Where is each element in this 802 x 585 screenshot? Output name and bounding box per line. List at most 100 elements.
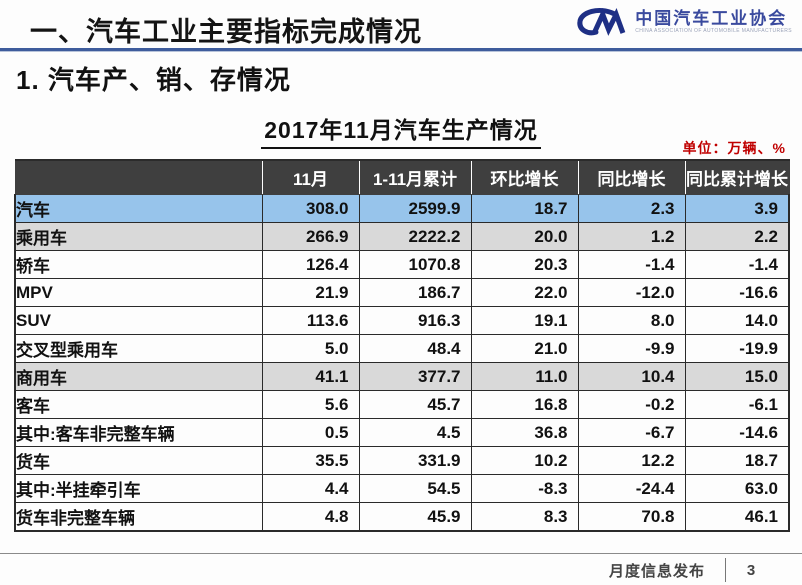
cell-value: 2.3 [577,194,686,223]
section-title: 1. 汽车产、销、存情况 [16,65,291,95]
unit-note: 单位：万辆、% [682,140,786,156]
cell-value: 2222.2 [358,222,472,251]
table-row: 商用车 41.1 377.7 11.0 10.4 15.0 [14,362,790,391]
page-title: 一、汽车工业主要指标完成情况 [30,17,422,47]
cell-value: 14.0 [684,306,790,335]
row-label: 其中:客车非完整车辆 [14,418,263,447]
cell-value: 22.0 [470,278,579,307]
cell-value: 21.9 [261,278,360,307]
cell-value: 41.1 [261,362,360,391]
cell-value: 8.0 [577,306,686,335]
cell-value: -12.0 [577,278,686,307]
column-header: 1-11月累计 [358,159,472,195]
cell-value: 63.0 [684,474,790,503]
row-label: 商用车 [14,362,263,391]
cell-value: 10.4 [577,362,686,391]
cell-value: 113.6 [261,306,360,335]
cell-value: 916.3 [358,306,472,335]
table-title: 2017年11月汽车生产情况 [261,111,541,149]
cell-value: -24.4 [577,474,686,503]
production-table: 11月 1-11月累计 环比增长 同比增长 同比累计增长 汽车 308.0 25… [14,159,790,532]
table-row: 汽车 308.0 2599.9 18.7 2.3 3.9 [14,194,790,223]
row-label: 货车非完整车辆 [14,502,263,532]
cell-value: 12.2 [577,446,686,475]
column-header: 环比增长 [470,159,579,195]
cell-value: 377.7 [358,362,472,391]
caam-logo-mark-icon [577,7,626,36]
row-label: MPV [14,278,263,307]
row-label: 其中:半挂牵引车 [14,474,263,503]
table-row: 轿车 126.4 1070.8 20.3 -1.4 -1.4 [14,250,790,279]
row-label: SUV [14,306,263,335]
cell-value: 19.1 [470,306,579,335]
logo-name-cn: 中国汽车工业协会 [635,9,788,28]
footer: 月度信息发布 3 [609,558,776,582]
cell-value: 5.6 [261,390,360,419]
row-label: 乘用车 [14,222,263,251]
cell-value: 54.5 [358,474,472,503]
cell-value: 10.2 [470,446,579,475]
cell-value: -14.6 [684,418,790,447]
column-header: 同比增长 [577,159,686,195]
table-title-wrap: 2017年11月汽车生产情况 [0,111,802,149]
cell-value: 4.8 [261,502,360,532]
table-header-row: 11月 1-11月累计 环比增长 同比增长 同比累计增长 [14,159,790,195]
cell-value: 35.5 [261,446,360,475]
page-number: 3 [746,561,756,579]
column-header [14,159,263,195]
cell-value: 36.8 [470,418,579,447]
table-row: 货车非完整车辆 4.8 45.9 8.3 70.8 46.1 [14,502,790,532]
footer-label: 月度信息发布 [608,562,705,580]
table-row: SUV 113.6 916.3 19.1 8.0 14.0 [14,306,790,335]
cell-value: 1.2 [577,222,686,251]
cell-value: -19.9 [684,334,790,363]
cell-value: 21.0 [470,334,579,363]
cell-value: 16.8 [470,390,579,419]
cell-value: 0.5 [261,418,360,447]
row-label: 汽车 [14,194,263,223]
table-row: 交叉型乘用车 5.0 48.4 21.0 -9.9 -19.9 [14,334,790,363]
cell-value: 18.7 [684,446,790,475]
cell-value: 20.0 [470,222,579,251]
cell-value: -1.4 [577,250,686,279]
cell-value: -8.3 [470,474,579,503]
caam-logo: 中国汽车工业协会 CHINA ASSOCIATION OF AUTOMOBILE… [574,6,792,38]
cell-value: 2599.9 [358,194,472,223]
cell-value: -0.2 [577,390,686,419]
cell-value: 18.7 [470,194,579,223]
cell-value: -6.1 [684,390,790,419]
logo-name-en: CHINA ASSOCIATION OF AUTOMOBILE MANUFACT… [635,28,792,34]
cell-value: -6.7 [577,418,686,447]
cell-value: 308.0 [261,194,360,223]
cell-value: 8.3 [470,502,579,532]
table-row: 其中:客车非完整车辆 0.5 4.5 36.8 -6.7 -14.6 [14,418,790,447]
cell-value: 15.0 [684,362,790,391]
footer-divider-line [0,553,802,554]
table-row: 客车 5.6 45.7 16.8 -0.2 -6.1 [14,390,790,419]
table-row: 货车 35.5 331.9 10.2 12.2 18.7 [14,446,790,475]
table-row: 乘用车 266.9 2222.2 20.0 1.2 2.2 [14,222,790,251]
cell-value: -1.4 [684,250,790,279]
table-row: MPV 21.9 186.7 22.0 -12.0 -16.6 [14,278,790,307]
cell-value: -16.6 [684,278,790,307]
cell-value: 126.4 [261,250,360,279]
row-label: 客车 [14,390,263,419]
footer-vertical-divider [725,558,726,582]
row-label: 交叉型乘用车 [14,334,263,363]
cell-value: 45.9 [358,502,472,532]
cell-value: 1070.8 [358,250,472,279]
row-label: 轿车 [14,250,263,279]
cell-value: 11.0 [470,362,579,391]
cell-value: 46.1 [684,502,790,532]
column-header: 11月 [261,159,360,195]
cell-value: 331.9 [358,446,472,475]
header-divider [0,48,802,52]
cell-value: 5.0 [261,334,360,363]
cell-value: 3.9 [684,194,790,223]
cell-value: 20.3 [470,250,579,279]
cell-value: 4.5 [358,418,472,447]
cell-value: 48.4 [358,334,472,363]
cell-value: 186.7 [358,278,472,307]
cell-value: 2.2 [684,222,790,251]
